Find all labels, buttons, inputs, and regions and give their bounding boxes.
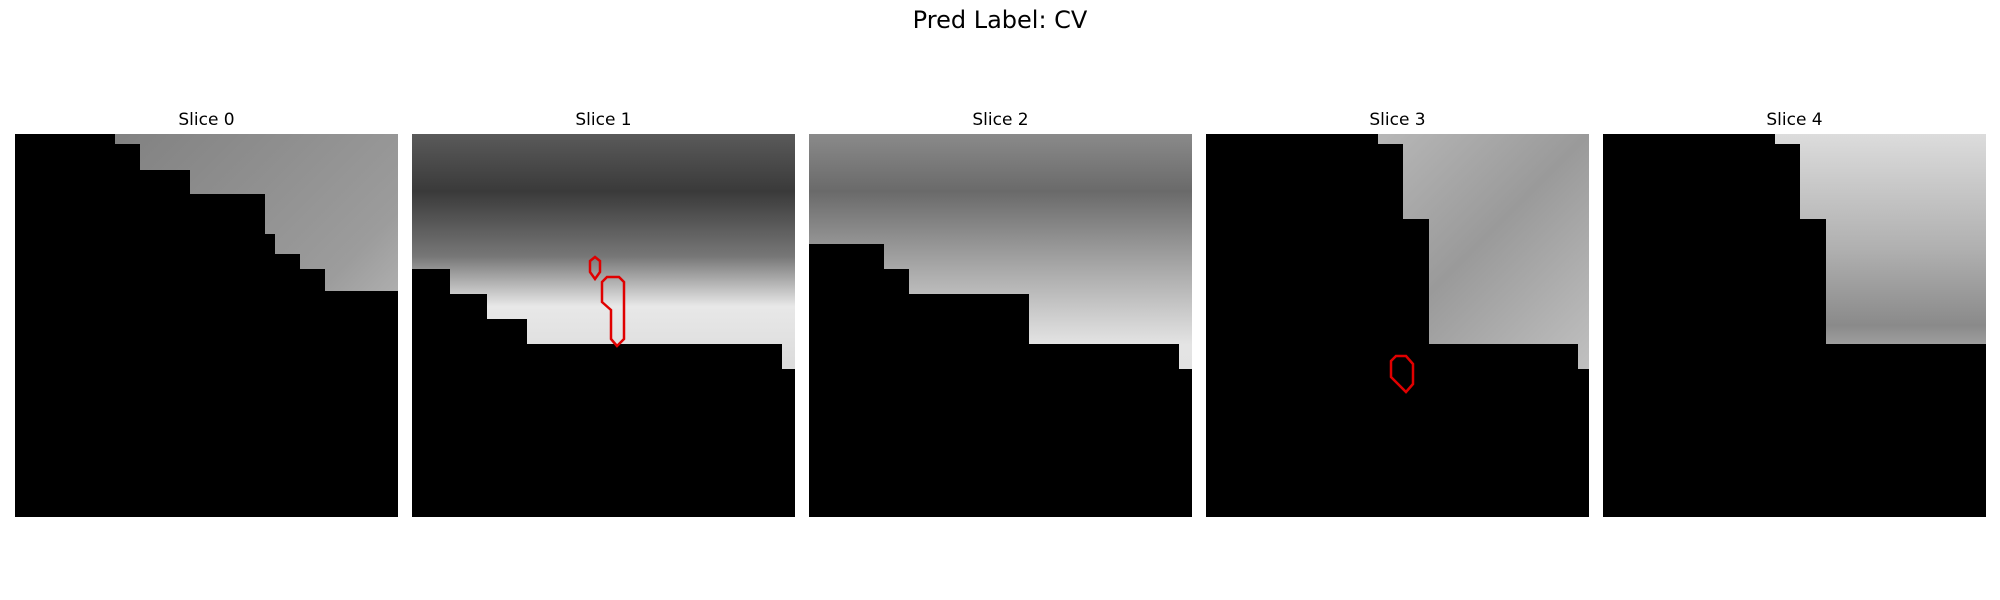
slice-image-0: [15, 134, 398, 517]
contour-3: [1389, 354, 1415, 394]
slice-image-4: [1603, 134, 1986, 517]
slice-title-4: Slice 4: [1766, 110, 1823, 130]
contour-1b: [600, 275, 626, 348]
contour-1a: [588, 255, 602, 282]
slice-title-0: Slice 0: [178, 110, 235, 130]
slice-image-2: [809, 134, 1192, 517]
slice-image-3: [1206, 134, 1589, 517]
slice-title-3: Slice 3: [1369, 110, 1426, 130]
figure-title: Pred Label: CV: [912, 6, 1088, 34]
slice-title-2: Slice 2: [972, 110, 1029, 130]
slice-image-1: [412, 134, 795, 517]
slice-title-1: Slice 1: [575, 110, 632, 130]
